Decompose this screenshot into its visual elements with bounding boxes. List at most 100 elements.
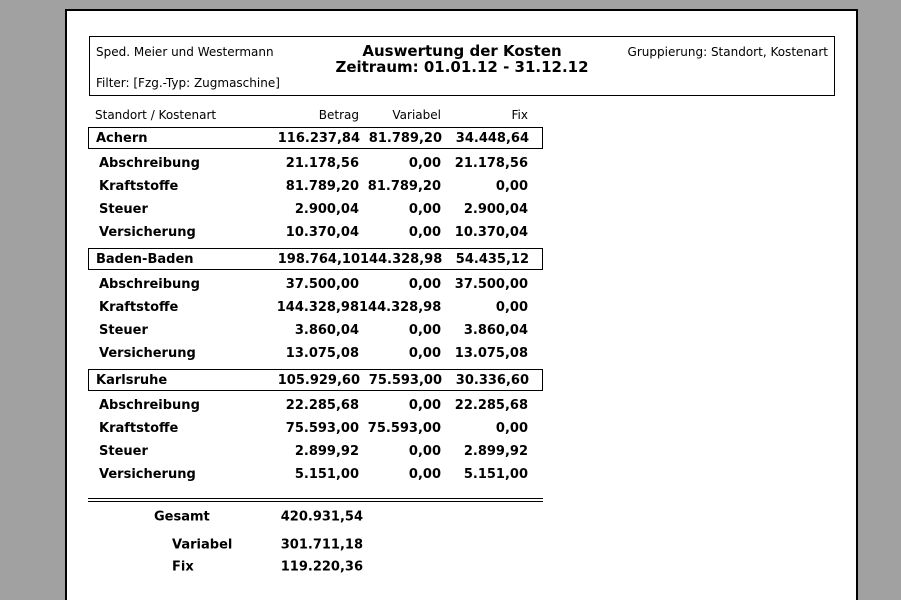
- betrag-value: 37.500,00: [285, 277, 359, 292]
- fix-value: 0,00: [495, 300, 528, 315]
- variabel-value: 0,00: [408, 398, 441, 413]
- fix-value: 3.860,04: [463, 323, 528, 338]
- fix-value: 0,00: [495, 179, 528, 194]
- fix-value: 13.075,08: [454, 346, 528, 361]
- betrag-value: 13.075,08: [285, 346, 359, 361]
- kostenart-label: Abschreibung: [99, 156, 200, 171]
- standort-label: Karlsruhe: [96, 372, 168, 388]
- totals-separator-rule: [88, 498, 543, 502]
- table-row: Versicherung 10.370,04 0,00 10.370,04: [88, 221, 543, 244]
- variabel-value: 144.328,98: [359, 300, 442, 315]
- variabel-value: 0,00: [408, 323, 441, 338]
- fix-value: 119.220,36: [280, 559, 363, 575]
- kostenart-label: Abschreibung: [99, 277, 200, 292]
- fix-value: 2.900,04: [463, 202, 528, 217]
- group-header-row: Karlsruhe 105.929,60 75.593,00 30.336,60: [88, 369, 543, 391]
- kostenart-label: Steuer: [99, 323, 148, 338]
- column-header-betrag: Betrag: [318, 108, 359, 122]
- grouping-info: Gruppierung: Standort, Kostenart: [627, 45, 828, 59]
- table-column-header: Standort / Kostenart Betrag Variabel Fix: [88, 105, 543, 125]
- kostenart-label: Versicherung: [99, 467, 196, 482]
- fix-value: 0,00: [495, 421, 528, 436]
- table-row: Abschreibung 21.178,56 0,00 21.178,56: [88, 152, 543, 175]
- variabel-value: 75.593,00: [368, 372, 442, 388]
- table-row: Steuer 2.899,92 0,00 2.899,92: [88, 440, 543, 463]
- kostenart-label: Kraftstoffe: [99, 179, 179, 194]
- variabel-value: 301.711,18: [280, 537, 363, 553]
- kostenart-label: Versicherung: [99, 225, 196, 240]
- variabel-value: 0,00: [408, 225, 441, 240]
- variabel-value: 144.328,98: [360, 251, 443, 267]
- filter-info: Filter: [Fzg.-Typ: Zugmaschine]: [96, 76, 280, 90]
- fix-value: 5.151,00: [463, 467, 528, 482]
- betrag-value: 3.860,04: [294, 323, 359, 338]
- variabel-value: 0,00: [408, 202, 441, 217]
- fix-value: 30.336,60: [455, 372, 529, 388]
- betrag-value: 198.764,10: [277, 251, 360, 267]
- variabel-value: 81.789,20: [367, 179, 441, 194]
- total-row-fix: Fix 119.220,36: [88, 556, 543, 578]
- betrag-value: 81.789,20: [285, 179, 359, 194]
- column-header-fix: Fix: [511, 108, 528, 122]
- fix-value: 54.435,12: [455, 251, 529, 267]
- table-row: Kraftstoffe 81.789,20 81.789,20 0,00: [88, 175, 543, 198]
- table-row: Kraftstoffe 144.328,98 144.328,98 0,00: [88, 296, 543, 319]
- betrag-value: 10.370,04: [285, 225, 359, 240]
- betrag-value: 2.900,04: [294, 202, 359, 217]
- table-row: Steuer 3.860,04 0,00 3.860,04: [88, 319, 543, 342]
- betrag-value: 75.593,00: [285, 421, 359, 436]
- total-row-variabel: Variabel 301.711,18: [88, 534, 543, 556]
- gesamt-label: Gesamt: [154, 509, 210, 525]
- kostenart-label: Versicherung: [99, 346, 196, 361]
- variabel-value: 75.593,00: [367, 421, 441, 436]
- betrag-value: 5.151,00: [294, 467, 359, 482]
- betrag-value: 22.285,68: [285, 398, 359, 413]
- variabel-value: 81.789,20: [368, 130, 442, 146]
- report-header-box: Sped. Meier und Westermann Auswertung de…: [89, 36, 835, 96]
- variabel-value: 0,00: [408, 346, 441, 361]
- table-row: Versicherung 13.075,08 0,00 13.075,08: [88, 342, 543, 365]
- fix-value: 21.178,56: [454, 156, 528, 171]
- table-row: Abschreibung 22.285,68 0,00 22.285,68: [88, 394, 543, 417]
- kostenart-label: Kraftstoffe: [99, 421, 179, 436]
- kostenart-label: Kraftstoffe: [99, 300, 179, 315]
- report-period: Zeitraum: 01.01.12 - 31.12.12: [335, 58, 589, 76]
- fix-label: Fix: [172, 559, 194, 575]
- report-table: Standort / Kostenart Betrag Variabel Fix…: [88, 105, 543, 578]
- fix-value: 22.285,68: [454, 398, 528, 413]
- column-header-variabel: Variabel: [392, 108, 441, 122]
- variabel-label: Variabel: [172, 537, 233, 553]
- table-row: Versicherung 5.151,00 0,00 5.151,00: [88, 463, 543, 486]
- betrag-value: 105.929,60: [277, 372, 360, 388]
- betrag-value: 21.178,56: [285, 156, 359, 171]
- total-row-gesamt: Gesamt 420.931,54: [88, 506, 543, 528]
- fix-value: 37.500,00: [454, 277, 528, 292]
- kostenart-label: Steuer: [99, 202, 148, 217]
- fix-value: 34.448,64: [455, 130, 529, 146]
- report-title: Auswertung der Kosten: [362, 42, 562, 60]
- column-header-standort: Standort / Kostenart: [95, 108, 217, 122]
- variabel-value: 0,00: [408, 444, 441, 459]
- gesamt-value: 420.931,54: [280, 509, 363, 525]
- standort-label: Achern: [96, 130, 148, 146]
- fix-value: 10.370,04: [454, 225, 528, 240]
- table-row: Steuer 2.900,04 0,00 2.900,04: [88, 198, 543, 221]
- betrag-value: 2.899,92: [294, 444, 359, 459]
- report-page: Sped. Meier und Westermann Auswertung de…: [65, 9, 858, 600]
- kostenart-label: Steuer: [99, 444, 148, 459]
- betrag-value: 116.237,84: [277, 130, 360, 146]
- standort-label: Baden-Baden: [96, 251, 194, 267]
- kostenart-label: Abschreibung: [99, 398, 200, 413]
- group-header-row: Baden-Baden 198.764,10 144.328,98 54.435…: [88, 248, 543, 270]
- fix-value: 2.899,92: [463, 444, 528, 459]
- variabel-value: 0,00: [408, 467, 441, 482]
- variabel-value: 0,00: [408, 277, 441, 292]
- table-row: Abschreibung 37.500,00 0,00 37.500,00: [88, 273, 543, 296]
- company-name: Sped. Meier und Westermann: [96, 45, 274, 59]
- variabel-value: 0,00: [408, 156, 441, 171]
- betrag-value: 144.328,98: [276, 300, 359, 315]
- report-title-block: Auswertung der Kosten Zeitraum: 01.01.12…: [90, 43, 834, 75]
- group-header-row: Achern 116.237,84 81.789,20 34.448,64: [88, 127, 543, 149]
- table-row: Kraftstoffe 75.593,00 75.593,00 0,00: [88, 417, 543, 440]
